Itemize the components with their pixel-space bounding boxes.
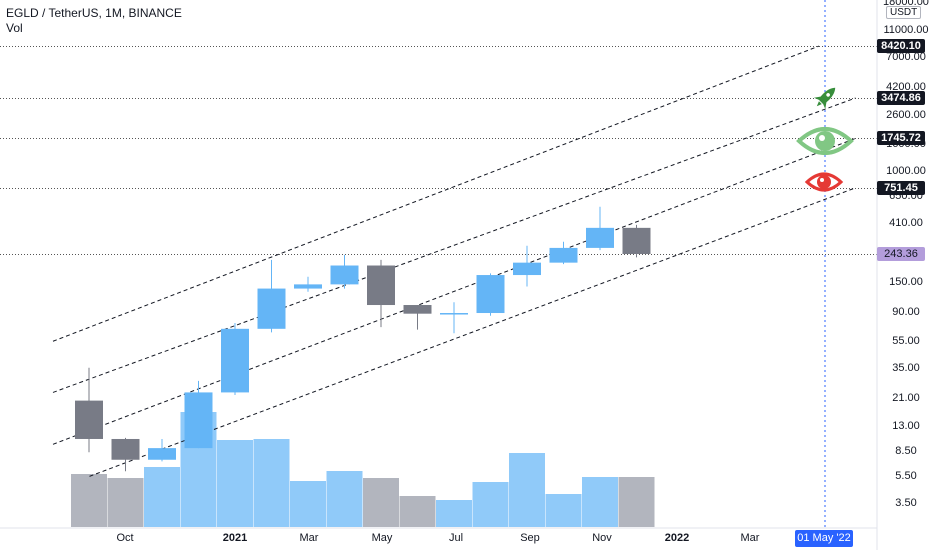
time-tick-label: May <box>371 532 393 544</box>
volume-bar <box>326 471 363 527</box>
candle-body <box>148 448 176 460</box>
price-tick-label: 11000.00 <box>883 24 929 37</box>
price-tick-label: 150.00 <box>889 276 923 289</box>
candle-body <box>221 328 249 393</box>
volume-bar <box>290 481 326 527</box>
volume-bar <box>436 500 472 527</box>
price-tick-label: 18000.00 <box>883 0 929 8</box>
price-tick-label: 3.50 <box>895 496 917 509</box>
price-tick-label: 13.00 <box>892 419 920 432</box>
price-tick-label: 90.00 <box>892 306 920 319</box>
channel-line <box>52 45 820 342</box>
volume-bar <box>545 494 582 527</box>
candle-body <box>403 305 432 314</box>
time-tick-label: Mar <box>299 532 319 544</box>
volume-label[interactable]: Vol <box>6 21 23 35</box>
symbol-title[interactable]: EGLD / TetherUS, 1M, BINANCE <box>6 6 182 20</box>
time-tick-label: Mar <box>740 532 760 544</box>
candle-body <box>294 284 322 289</box>
candle-body <box>586 227 614 248</box>
candle-body <box>367 265 395 306</box>
volume-bar <box>363 478 399 527</box>
candle-body <box>476 275 505 314</box>
price-tick-label: 410.00 <box>889 217 923 230</box>
price-label: 751.45 <box>877 180 925 195</box>
price-tick-label: 21.00 <box>892 391 920 404</box>
volume-bar <box>107 478 144 527</box>
volume-bar <box>472 482 509 527</box>
current-price-label: 243.36 <box>877 247 925 261</box>
time-tick-label: Jul <box>448 532 464 544</box>
volume-bar <box>71 474 107 527</box>
volume-bar <box>582 477 618 527</box>
candle-body <box>111 438 140 460</box>
volume-bar <box>618 477 655 527</box>
price-tick-label: 7000.00 <box>886 50 926 63</box>
time-tick-label: Oct <box>116 532 134 544</box>
price-level-lines <box>0 46 877 255</box>
time-tick-label: 2021 <box>222 532 248 544</box>
candle-body <box>184 392 213 449</box>
price-tick-label: 8.50 <box>895 444 917 457</box>
plot-background <box>0 0 877 528</box>
time-tick-label: 2022 <box>664 532 690 544</box>
candle-body <box>513 262 541 276</box>
price-tick-label: 5.50 <box>895 470 917 483</box>
candles <box>75 206 651 472</box>
channel-line <box>89 187 856 477</box>
eye-icon <box>804 172 844 192</box>
price-label: 3474.86 <box>877 91 925 105</box>
channel-line <box>52 97 856 393</box>
candle-body <box>440 313 468 315</box>
price-tick-label: 35.00 <box>892 361 920 374</box>
candle-body <box>622 227 651 254</box>
candle-body <box>75 400 103 439</box>
price-label: 1745.72 <box>877 131 925 146</box>
candle-body <box>257 288 286 329</box>
time-tick-label: Nov <box>592 532 612 544</box>
volume-bar <box>509 453 545 527</box>
price-tick-label: 1000.00 <box>886 165 926 178</box>
price-label: 8420.10 <box>877 39 925 54</box>
price-tick-label: 2600.00 <box>886 109 926 122</box>
volume-bar <box>144 467 180 527</box>
rocket-icon <box>813 87 836 110</box>
volume-bar <box>217 440 253 527</box>
cursor-date-label: 01 May '22 <box>795 530 853 547</box>
candle-body <box>330 265 359 285</box>
time-tick-label: Sep <box>520 532 540 544</box>
volume-bar <box>253 439 290 527</box>
price-tick-label: 55.00 <box>892 335 920 348</box>
volume-bar <box>399 496 436 527</box>
currency-label[interactable]: USDT <box>886 6 922 19</box>
eye-icon <box>796 127 854 155</box>
price-tick-label: 4200.00 <box>886 80 926 93</box>
candle-body <box>549 247 578 263</box>
